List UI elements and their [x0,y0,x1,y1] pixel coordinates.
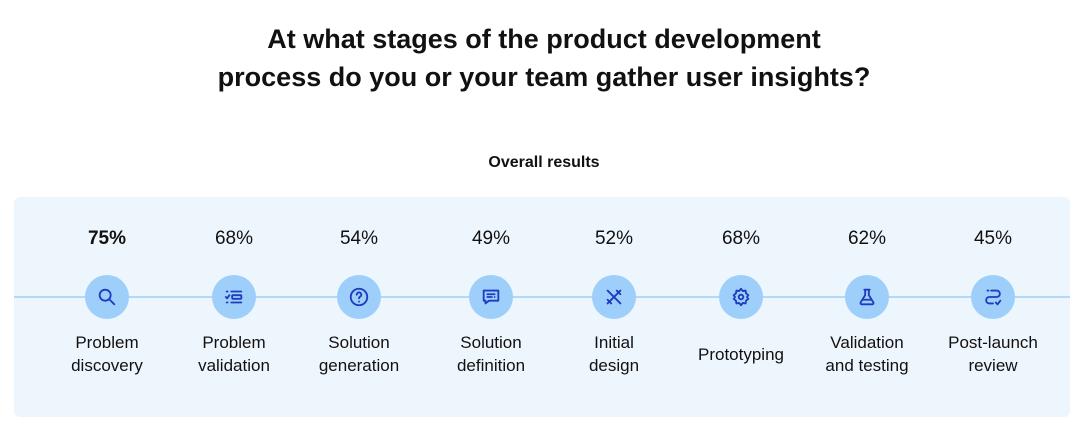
chart-title: At what stages of the product developmen… [0,20,1088,96]
gear-icon [719,275,763,319]
stage-post-launch-review: 45% Post-launch review [928,228,1058,377]
stage-prototyping: 68% Prototyping [676,228,806,366]
category-label: Post-launch review [948,333,1038,375]
stage-problem-validation: 68% Problem validation [169,228,299,377]
timeline-line [14,296,1070,298]
stage-problem-discovery: 75% Problem discovery [42,228,172,377]
category-label: Solution definition [456,333,526,375]
question-icon [337,275,381,319]
flask-icon [845,275,889,319]
chart-subtitle: Overall results [488,154,600,171]
message-icon [469,275,513,319]
stage-solution-definition: 49% Solution definition [426,228,556,377]
results-panel [14,197,1070,417]
data-label: 62% [847,228,887,249]
data-label: 49% [471,228,511,249]
stage-initial-design: 52% Initial design [549,228,679,377]
category-label: Prototyping [698,345,784,364]
category-label: Problem discovery [71,333,143,375]
design-tools-icon [592,275,636,319]
data-label: 52% [594,228,634,249]
title-line: process do you or your team gather user … [217,62,871,92]
checklist-icon [212,275,256,319]
category-label: Problem validation [198,333,270,375]
data-label: 68% [214,228,254,249]
category-label: Validation and testing [825,333,909,375]
stage-solution-generation: 54% Solution generation [294,228,424,377]
data-label: 54% [339,228,379,249]
category-label: Solution generation [318,333,400,375]
data-label: 75% [87,228,127,249]
search-icon [85,275,129,319]
route-icon [971,275,1015,319]
stage-validation-and-testing: 62% Validation and testing [802,228,932,377]
title-line: At what stages of the product developmen… [267,24,821,54]
data-label: 68% [721,228,761,249]
category-label: Initial design [588,333,640,375]
data-label: 45% [973,228,1013,249]
